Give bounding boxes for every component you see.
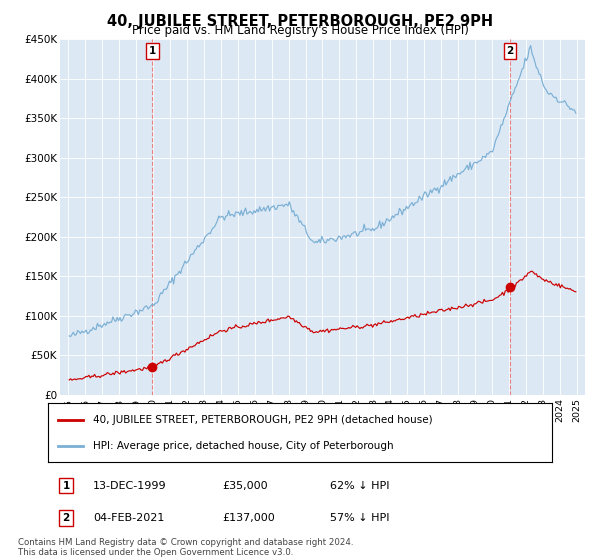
Text: 13-DEC-1999: 13-DEC-1999 xyxy=(93,480,167,491)
Text: HPI: Average price, detached house, City of Peterborough: HPI: Average price, detached house, City… xyxy=(94,441,394,451)
Text: 2: 2 xyxy=(506,46,514,56)
Text: 04-FEB-2021: 04-FEB-2021 xyxy=(93,513,164,523)
Text: 2: 2 xyxy=(62,513,70,523)
Text: £35,000: £35,000 xyxy=(222,480,268,491)
Text: Contains HM Land Registry data © Crown copyright and database right 2024.
This d: Contains HM Land Registry data © Crown c… xyxy=(18,538,353,557)
Text: 40, JUBILEE STREET, PETERBOROUGH, PE2 9PH (detached house): 40, JUBILEE STREET, PETERBOROUGH, PE2 9P… xyxy=(94,414,433,424)
Text: £137,000: £137,000 xyxy=(222,513,275,523)
Text: Price paid vs. HM Land Registry's House Price Index (HPI): Price paid vs. HM Land Registry's House … xyxy=(131,24,469,37)
Text: 62% ↓ HPI: 62% ↓ HPI xyxy=(330,480,389,491)
Text: 1: 1 xyxy=(62,480,70,491)
Text: 57% ↓ HPI: 57% ↓ HPI xyxy=(330,513,389,523)
Text: 1: 1 xyxy=(149,46,156,56)
Text: 40, JUBILEE STREET, PETERBOROUGH, PE2 9PH: 40, JUBILEE STREET, PETERBOROUGH, PE2 9P… xyxy=(107,14,493,29)
